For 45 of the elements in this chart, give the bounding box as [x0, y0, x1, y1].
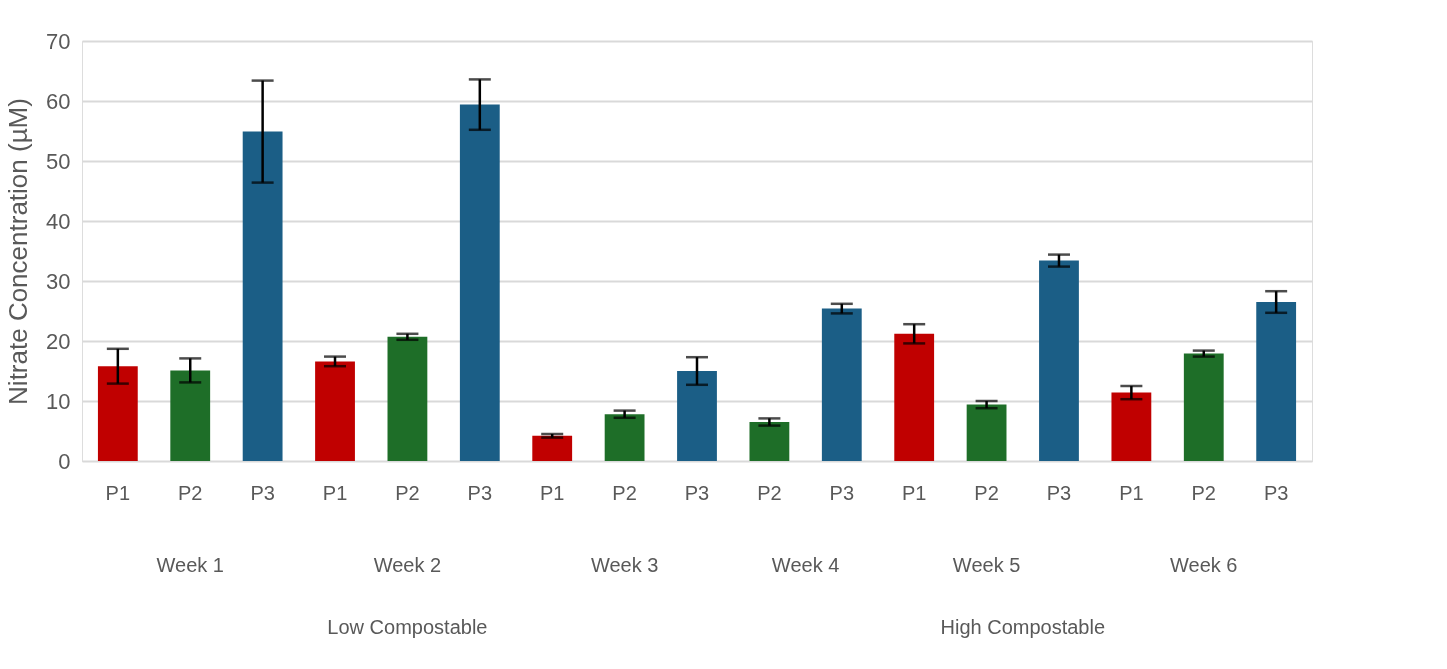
x-tick-label: P2 — [395, 481, 420, 504]
bar — [170, 370, 211, 461]
text: Week 1 — [156, 554, 224, 576]
text: Week 3 — [590, 554, 659, 576]
y-axis-title: Nitrate Concentration (µM) — [3, 98, 34, 405]
bar — [242, 131, 283, 461]
text: Low Compostable — [327, 616, 488, 638]
bar — [1111, 392, 1152, 461]
text: Week 4 — [771, 554, 840, 576]
x-tick-label: P3 — [829, 481, 855, 504]
bar — [532, 435, 573, 461]
text: Week 5 — [952, 554, 1021, 576]
x-tick-label: P3 — [684, 481, 710, 504]
text: Week 2 — [373, 554, 442, 576]
bar — [894, 333, 935, 461]
y-tick-label: 50 — [46, 148, 71, 174]
y-tick-label: 70 — [46, 28, 71, 54]
y-tick-label: 0 — [58, 448, 71, 474]
bar — [1256, 302, 1297, 461]
x-tick-label: P2 — [1191, 481, 1216, 504]
x-tick-label: P3 — [1263, 481, 1289, 504]
bar — [459, 104, 500, 461]
x-tick-label: P3 — [467, 481, 493, 504]
bar — [97, 366, 138, 461]
x-tick-label: P3 — [250, 481, 275, 504]
x-tick-label: P3 — [1046, 481, 1072, 504]
y-tick-label: 30 — [46, 268, 71, 294]
y-tick-label: 60 — [46, 88, 71, 114]
x-tick-label: P2 — [612, 481, 637, 504]
y-tick-label: 20 — [46, 328, 71, 354]
y-tick-label: 40 — [46, 208, 71, 234]
bar — [315, 361, 355, 461]
bar — [677, 371, 717, 461]
text: High Compostable — [940, 616, 1106, 638]
x-tick-label: P1 — [105, 481, 131, 504]
x-tick-label: P2 — [974, 481, 999, 504]
x-tick-label: P1 — [322, 481, 348, 504]
x-tick-label: P2 — [178, 481, 203, 504]
y-tick-label: 10 — [46, 388, 71, 414]
x-tick-label: P1 — [539, 481, 565, 504]
bar — [1039, 260, 1079, 461]
x-tick-label: P1 — [1119, 481, 1144, 504]
text: Week 6 — [1170, 554, 1238, 576]
x-tick-label: P2 — [757, 481, 782, 504]
x-tick-label: P1 — [901, 481, 927, 504]
